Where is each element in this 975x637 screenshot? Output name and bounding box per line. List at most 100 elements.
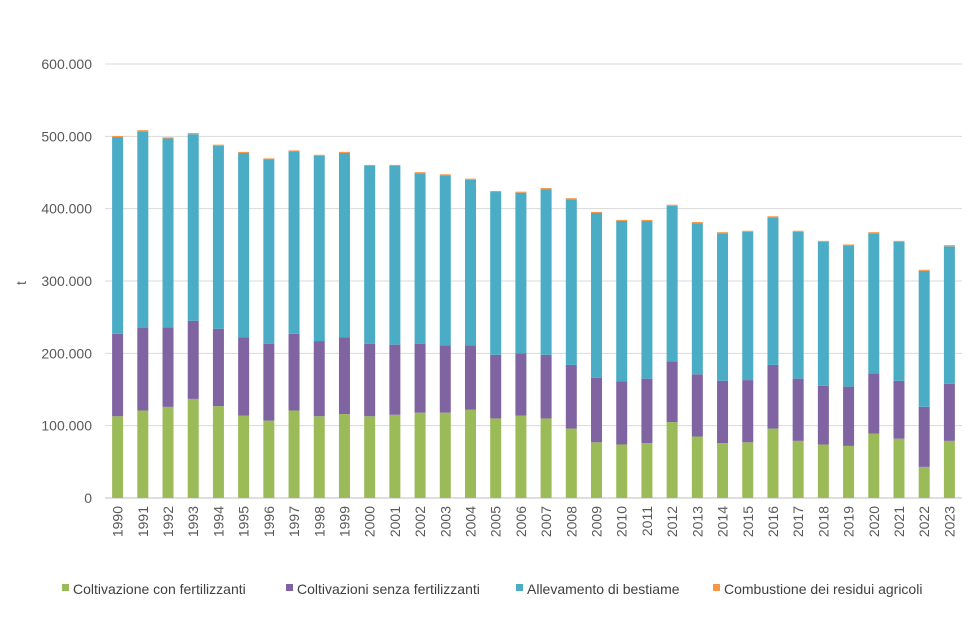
bar-segment <box>187 133 199 135</box>
x-axis: 1990 1991 1992 1993 1994 1995 1996 1997 1998 1999… <box>110 506 958 537</box>
bar-segment <box>943 383 955 441</box>
bar-segment <box>641 378 653 444</box>
y-tick-label: 200.000 <box>41 345 92 361</box>
bar-segment <box>616 381 628 445</box>
y-tick-label: 0 <box>84 490 92 506</box>
bar-segment <box>162 137 174 139</box>
bar-segment <box>238 337 250 416</box>
x-tick-label: 2018 <box>815 506 831 537</box>
bar-segment <box>792 230 804 232</box>
bar-segment <box>666 205 678 362</box>
x-tick-label: 2013 <box>689 506 705 537</box>
y-tick-label: 500.000 <box>41 128 92 144</box>
bar-segment <box>439 345 451 413</box>
bar-segment <box>691 222 703 224</box>
bar-segment <box>313 341 325 417</box>
bar-segment <box>868 373 880 434</box>
bar-segment <box>162 327 174 407</box>
bar-segment <box>112 135 124 138</box>
bar-segment <box>515 415 527 498</box>
bar-segment <box>238 152 250 338</box>
bar-segment <box>137 410 149 498</box>
bar-segment <box>817 241 829 386</box>
bar-segment <box>616 444 628 498</box>
bar-segment <box>591 211 603 214</box>
bar-segment <box>338 151 350 153</box>
bar-segment <box>540 354 552 419</box>
x-tick-label: 2003 <box>437 506 453 537</box>
bar-segment <box>691 223 703 375</box>
bar-segment <box>263 343 275 421</box>
bar-segment <box>515 191 527 193</box>
bar-segment <box>893 241 905 381</box>
x-tick-label: 1996 <box>261 506 277 537</box>
bar-segment <box>490 190 502 193</box>
bar-segment <box>112 137 124 334</box>
x-tick-label: 2007 <box>538 506 554 537</box>
bar-segment <box>112 333 124 417</box>
bar-segment <box>943 245 955 247</box>
legend-label: Allevamento di bestiame <box>527 581 680 597</box>
bar-segment <box>843 244 855 246</box>
bar-segment <box>918 466 930 498</box>
bar-segment <box>565 199 577 365</box>
bar-segment <box>641 443 653 498</box>
bar-segment <box>389 165 401 345</box>
legend-swatch <box>516 584 523 591</box>
bar-segment <box>717 233 729 381</box>
x-tick-label: 2004 <box>462 506 478 537</box>
bar-segment <box>439 412 451 498</box>
x-tick-label: 2002 <box>412 506 428 537</box>
bar-segment <box>364 164 376 166</box>
x-tick-label: 1997 <box>286 506 302 537</box>
bar-segment <box>162 406 174 498</box>
x-tick-label: 2009 <box>589 506 605 537</box>
bar-segment <box>691 436 703 498</box>
bar-segment <box>162 138 174 328</box>
x-tick-label: 2014 <box>715 506 731 537</box>
y-tick-label: 600.000 <box>41 56 92 72</box>
bar-segment <box>918 406 930 467</box>
bar-segment <box>389 414 401 498</box>
bar-segment <box>364 343 376 417</box>
bar-segment <box>565 198 577 200</box>
bar-segment <box>464 179 476 346</box>
x-tick-label: 1995 <box>236 506 252 537</box>
x-tick-label: 2005 <box>488 506 504 537</box>
y-axis-label: t <box>13 281 29 285</box>
bar-segment <box>389 164 401 166</box>
bar-segment <box>591 442 603 498</box>
x-tick-label: 2020 <box>866 506 882 537</box>
bar-segment <box>591 213 603 378</box>
bar-segment <box>288 333 300 411</box>
bar-segment <box>263 158 275 160</box>
bar-segment <box>565 428 577 498</box>
bar-segment <box>666 422 678 498</box>
bar-segment <box>742 442 754 498</box>
bar-segment <box>943 246 955 384</box>
bar-segment <box>137 130 149 132</box>
legend-swatch <box>62 584 69 591</box>
bar-segment <box>540 188 552 190</box>
x-tick-label: 2010 <box>614 506 630 537</box>
bar-segment <box>515 192 527 354</box>
x-tick-label: 2012 <box>664 506 680 537</box>
legend-item: Combustione dei residui agricoli <box>713 581 922 597</box>
bar-segment <box>893 380 905 439</box>
bar-segment <box>767 216 779 218</box>
bar-segment <box>767 217 779 365</box>
x-tick-label: 2016 <box>765 506 781 537</box>
x-tick-label: 1999 <box>336 506 352 537</box>
bar-segment <box>364 416 376 498</box>
x-tick-label: 2015 <box>740 506 756 537</box>
bar-segment <box>490 418 502 498</box>
bar-segment <box>187 134 199 321</box>
x-tick-label: 1992 <box>160 506 176 537</box>
bar-segment <box>112 416 124 498</box>
bar-segment <box>414 412 426 498</box>
bar-segment <box>338 337 350 415</box>
y-axis: t 0 100.000 200.000 300.000 400.000 500.000 60… <box>13 56 92 506</box>
bar-segment <box>212 328 224 407</box>
bar-segment <box>439 175 451 346</box>
bar-segment <box>591 377 603 443</box>
